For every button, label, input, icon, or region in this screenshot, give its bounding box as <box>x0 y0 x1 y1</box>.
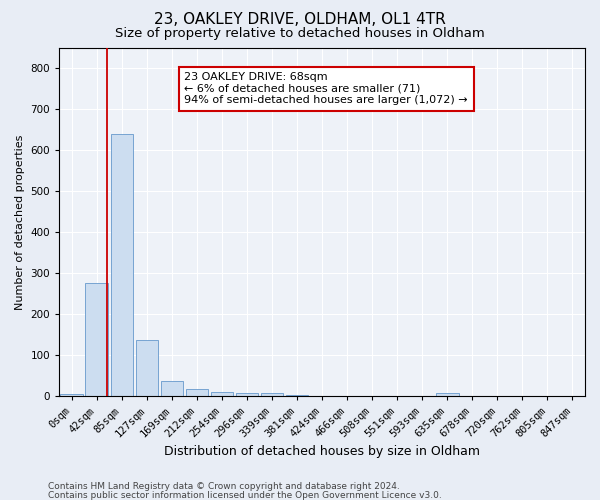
Bar <box>110 134 133 396</box>
Text: Contains public sector information licensed under the Open Government Licence v3: Contains public sector information licen… <box>48 490 442 500</box>
Text: Size of property relative to detached houses in Oldham: Size of property relative to detached ho… <box>115 28 485 40</box>
Bar <box>236 393 258 396</box>
Bar <box>61 394 83 396</box>
Bar <box>161 380 183 396</box>
Text: Contains HM Land Registry data © Crown copyright and database right 2024.: Contains HM Land Registry data © Crown c… <box>48 482 400 491</box>
Text: 23, OAKLEY DRIVE, OLDHAM, OL1 4TR: 23, OAKLEY DRIVE, OLDHAM, OL1 4TR <box>154 12 446 28</box>
Text: 23 OAKLEY DRIVE: 68sqm
← 6% of detached houses are smaller (71)
94% of semi-deta: 23 OAKLEY DRIVE: 68sqm ← 6% of detached … <box>184 72 468 106</box>
Bar <box>136 340 158 396</box>
X-axis label: Distribution of detached houses by size in Oldham: Distribution of detached houses by size … <box>164 444 480 458</box>
Bar <box>185 390 208 396</box>
Bar <box>286 395 308 396</box>
Bar <box>85 284 108 397</box>
Y-axis label: Number of detached properties: Number of detached properties <box>15 134 25 310</box>
Bar <box>211 392 233 396</box>
Bar <box>436 394 458 396</box>
Bar <box>261 393 283 396</box>
